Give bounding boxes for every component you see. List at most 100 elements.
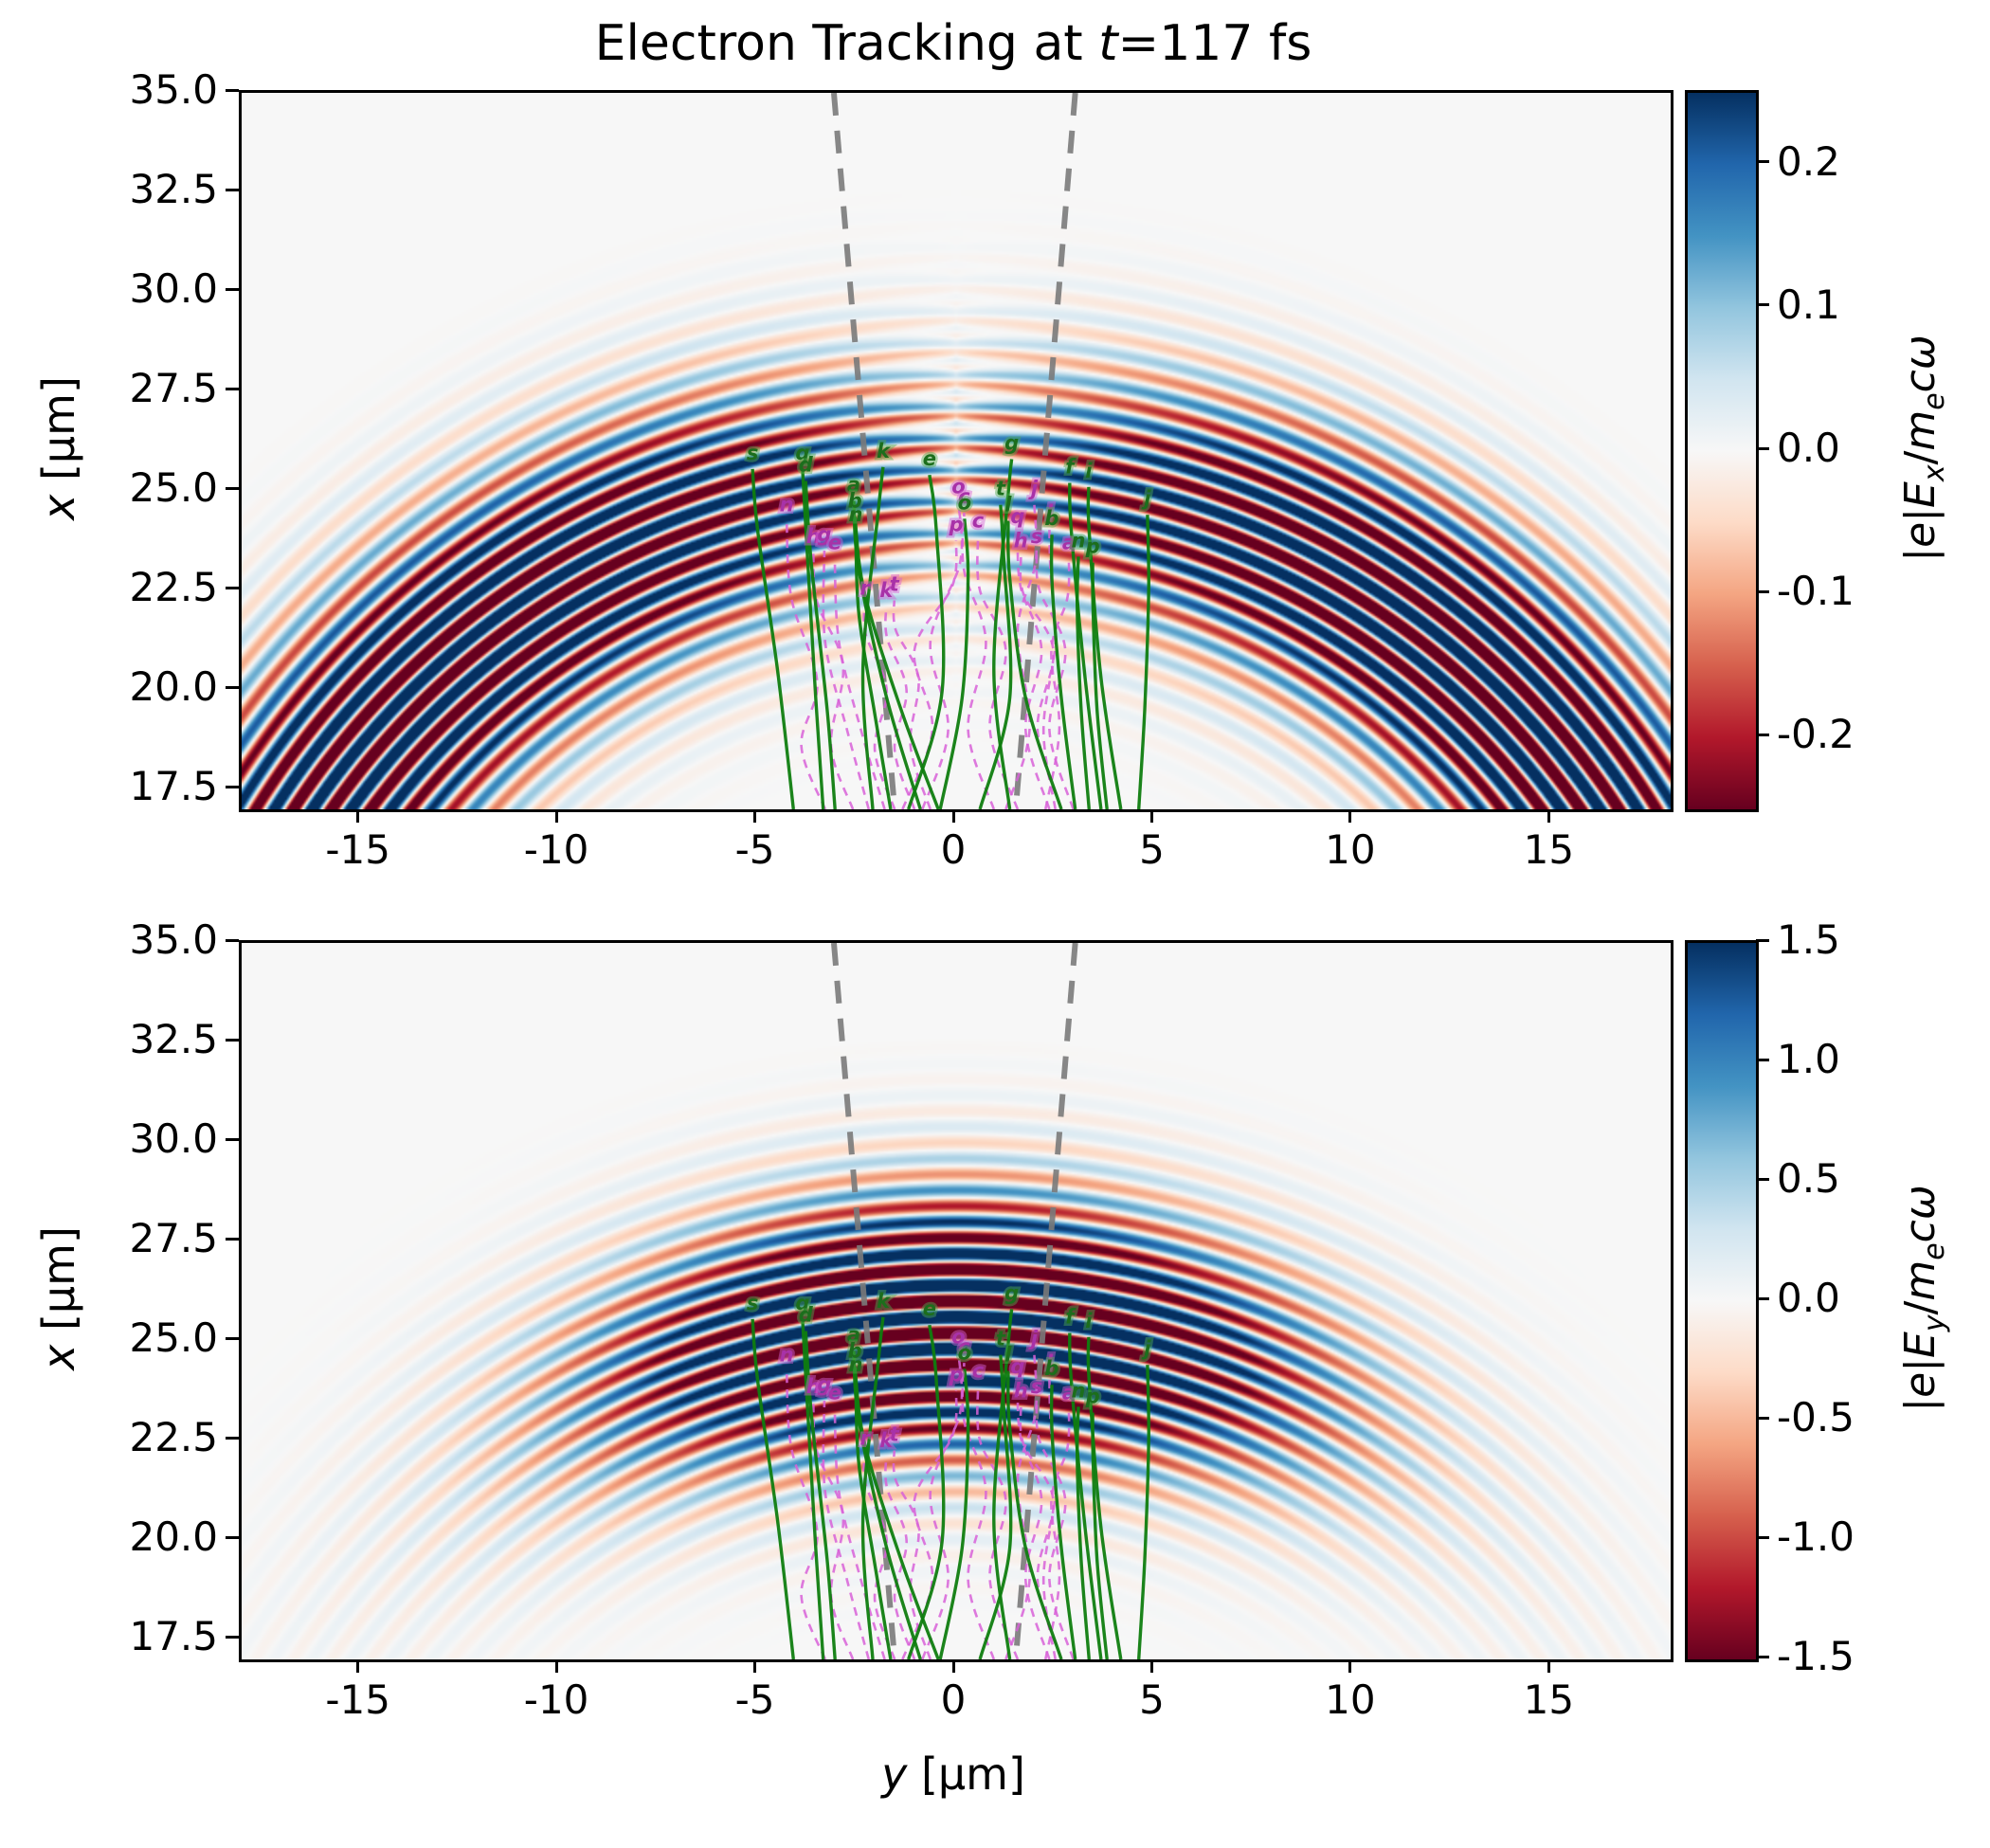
electron-track-green (1049, 534, 1077, 809)
electron-track-label-magenta: e (828, 531, 841, 553)
label-fragment: | (1896, 507, 1945, 522)
colorbar-tick-label: -1.5 (1777, 1633, 1854, 1679)
x-axis-tick-label: 15 (1523, 826, 1575, 873)
electron-track-label-magenta: c (958, 485, 970, 508)
electron-track-green (978, 504, 1013, 809)
electron-track-label-magenta: s (1031, 1375, 1043, 1398)
electron-track-magenta (785, 520, 827, 809)
electron-track-label-magenta: p (948, 514, 963, 536)
colorbar-ex-label: |e|Ex/mecω (1896, 335, 1951, 561)
label-fragment: e (1917, 392, 1951, 410)
y-axis-tick-label: 25.0 (129, 464, 218, 511)
electron-track-green (854, 530, 893, 809)
electron-track-label-green: t (996, 478, 1006, 500)
y-axis-tick-label: 30.0 (129, 265, 218, 312)
electron-track-label-green: a (847, 474, 860, 497)
colorbar-tick-label: 0.0 (1777, 1275, 1840, 1321)
field-heatmap-ey (242, 943, 1671, 1659)
electron-track-green (751, 468, 795, 809)
y-axis-tick (226, 785, 239, 788)
electron-track-label-green: p (1085, 535, 1100, 558)
x-axis-tick (1547, 1659, 1550, 1673)
electron-track-label-green: o (958, 491, 971, 514)
electron-track-green (801, 468, 825, 809)
electron-track-label-magenta: j (1028, 1328, 1039, 1350)
electron-track-label-green: l (1004, 1344, 1012, 1367)
electron-track-green (907, 1324, 946, 1659)
x-axis-tick-label: -10 (523, 1676, 589, 1723)
label-fragment: E (1896, 1332, 1945, 1358)
electron-track-green (801, 1318, 825, 1659)
colorbar-tick (1756, 733, 1769, 736)
electron-track-label-green: d (799, 1304, 814, 1327)
label-fragment: / (1896, 1300, 1945, 1315)
colorbar-tick (1756, 1058, 1769, 1061)
label-fragment: ω (1896, 335, 1945, 371)
label-fragment: e (1917, 1242, 1951, 1260)
y-axis-tick (226, 1237, 239, 1241)
electron-track-label-magenta: t (890, 573, 900, 596)
electron-track-label-magenta: p (948, 1364, 963, 1386)
y-axis-tick-label: 22.5 (129, 1414, 218, 1460)
colorbar-ey-label: |e|Ey/mecω (1896, 1185, 1951, 1411)
electron-track-magenta (822, 1400, 871, 1659)
electron-track-label-magenta: h (1014, 1379, 1028, 1402)
electron-track-label-green: p (1085, 1386, 1100, 1408)
electron-track-magenta (1044, 1408, 1071, 1659)
electron-track-label-green: i (1085, 460, 1093, 482)
electron-track-green (978, 1354, 1013, 1659)
colorbar-tick-label: -1.0 (1777, 1513, 1854, 1560)
x-axis-tick-label: -10 (523, 826, 589, 873)
beam-cone-guide-line (1012, 943, 1078, 1659)
electron-track-magenta (833, 558, 886, 809)
y-axis-tick-label: 20.0 (129, 663, 218, 710)
electron-track-label-magenta: q (1010, 505, 1024, 528)
label-fragment: Electron Tracking at (594, 15, 1099, 72)
label-fragment: | (1896, 547, 1945, 562)
electron-track-magenta (1004, 504, 1039, 809)
x-axis-tick (1149, 809, 1153, 823)
electron-track-label-green: g (1004, 431, 1019, 454)
y-axis-tick (226, 1635, 239, 1639)
electron-track-green (1091, 562, 1109, 809)
label-fragment: | (1896, 1397, 1945, 1412)
y-axis-tick (226, 387, 239, 390)
y-axis-tick-label: 27.5 (129, 1215, 218, 1261)
electron-track-label-green: k (877, 1290, 892, 1313)
electron-track-label-magenta: c (972, 1359, 985, 1382)
electron-track-label-magenta: h (1014, 529, 1028, 552)
electron-track-green (1075, 1406, 1091, 1659)
electron-track-green (1068, 1332, 1103, 1659)
colorbar-tick (1756, 938, 1769, 942)
electron-track-magenta (976, 1386, 1020, 1659)
electron-track-green (1086, 1336, 1123, 1659)
label-fragment: y (881, 1748, 908, 1800)
colorbar-tick (1756, 160, 1769, 164)
label-fragment: e (1896, 521, 1945, 548)
y-axis-tick (226, 1535, 239, 1539)
y-axis-tick (226, 1336, 239, 1340)
electron-track-green (992, 1309, 1014, 1659)
y-axis-tick-label: 32.5 (129, 1016, 218, 1062)
electron-track-label-green: s (747, 442, 759, 464)
y-axis-tick (226, 486, 239, 490)
y-axis-tick-label: 35.0 (129, 66, 218, 113)
colorbar-ex (1685, 90, 1759, 812)
x-axis-tick (1149, 1659, 1153, 1673)
electron-track-label-magenta: j (1028, 478, 1039, 500)
x-axis-tick-label: 5 (1139, 1676, 1165, 1723)
electron-track-green (751, 1318, 795, 1659)
label-fragment: / (1896, 450, 1945, 465)
label-fragment: y (1917, 1314, 1951, 1332)
electron-track-label-green: l (1004, 494, 1012, 516)
electron-track-label-green: o (958, 1341, 971, 1364)
electron-track-magenta (884, 1456, 916, 1659)
electron-track-green (938, 518, 970, 809)
electron-track-magenta (1016, 533, 1051, 809)
label-fragment: | (1896, 1357, 1945, 1372)
electron-track-label-green: g (1004, 1281, 1019, 1304)
figure-title: Electron Tracking at t=117 fs (239, 15, 1668, 72)
electron-track-label-green: e (923, 1297, 936, 1320)
electron-track-label-green: b (1044, 1357, 1058, 1380)
